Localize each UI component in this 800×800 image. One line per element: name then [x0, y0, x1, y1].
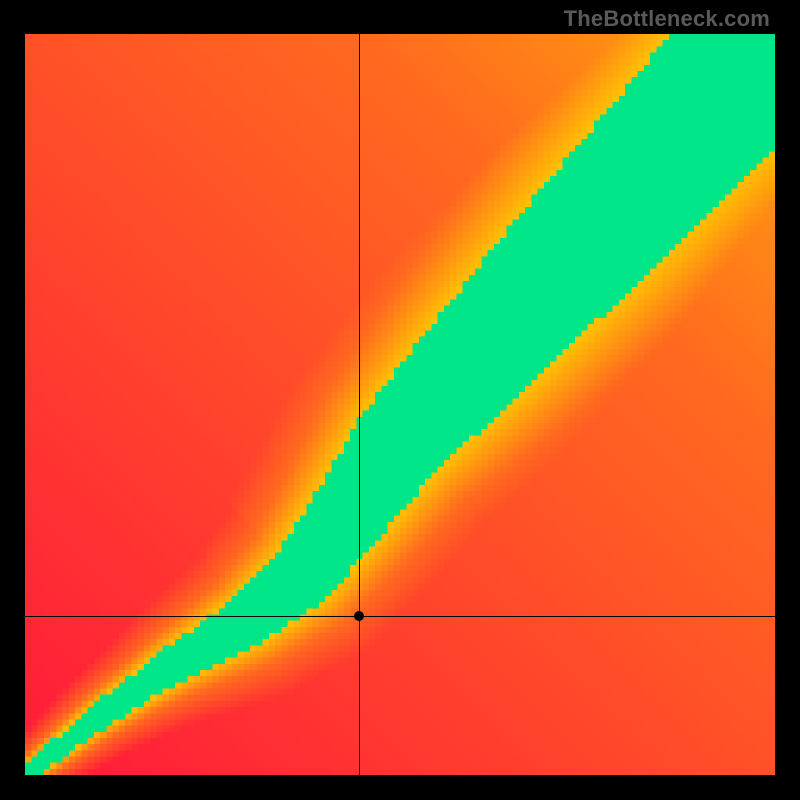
watermark-text: TheBottleneck.com [564, 6, 770, 32]
crosshair-marker [354, 611, 364, 621]
crosshair-horizontal [25, 616, 775, 617]
heatmap-canvas [25, 34, 775, 775]
plot-area [25, 34, 775, 775]
chart-frame: TheBottleneck.com [0, 0, 800, 800]
crosshair-vertical [359, 34, 360, 775]
